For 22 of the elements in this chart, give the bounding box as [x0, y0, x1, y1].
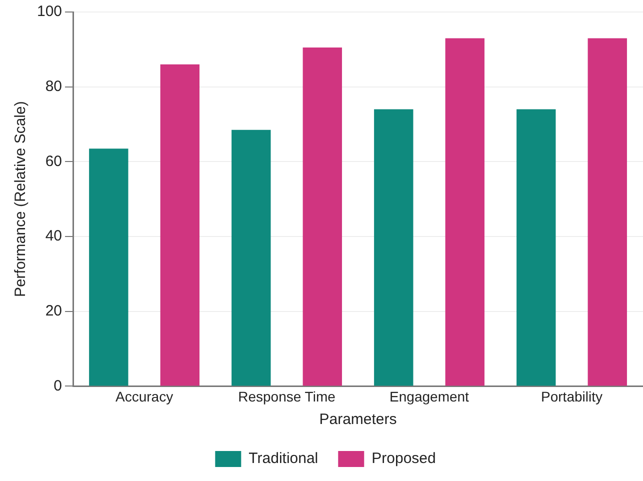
x-tick-label: Response Time [238, 388, 336, 404]
bar [89, 148, 128, 386]
y-axis-title: Performance (Relative Scale) [12, 101, 30, 298]
bar [232, 130, 271, 386]
x-tick-label: Engagement [390, 388, 470, 404]
y-tick-label: 0 [54, 377, 62, 394]
x-tick-label: Portability [541, 388, 602, 404]
x-axis-title: Parameters [319, 411, 397, 428]
y-tick-label: 40 [45, 228, 62, 245]
bar [302, 48, 342, 386]
bar [374, 109, 414, 386]
x-tick-label: Accuracy [115, 388, 174, 404]
legend-label: Traditional [248, 450, 318, 468]
bar [445, 38, 484, 386]
legend-label: Proposed [372, 450, 436, 468]
bar [160, 64, 200, 386]
y-tick-label: 100 [36, 3, 62, 20]
bar [516, 109, 556, 386]
y-tick-label: 60 [45, 152, 62, 170]
bar [588, 38, 627, 386]
y-tick-label: 20 [45, 302, 62, 320]
y-tick-label: 80 [45, 78, 62, 95]
